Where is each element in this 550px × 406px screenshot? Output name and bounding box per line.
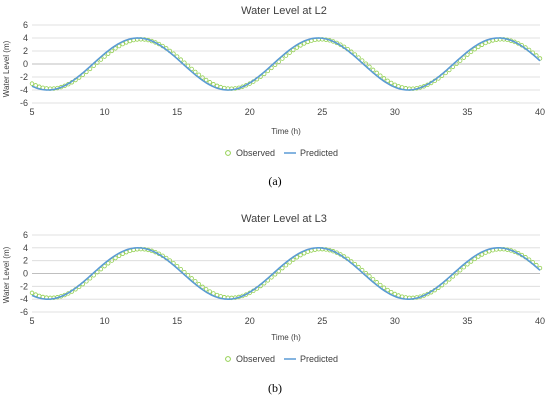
legend-predicted-label: Predicted bbox=[300, 354, 338, 364]
legend-observed-label: Observed bbox=[236, 148, 275, 158]
y-tick-label: 2 bbox=[23, 256, 28, 266]
observed-point bbox=[468, 259, 474, 264]
x-tick-label: 20 bbox=[245, 107, 255, 117]
x-tick-label: 25 bbox=[317, 107, 327, 117]
panel-caption-b: (b) bbox=[268, 381, 282, 395]
observed-point bbox=[378, 282, 383, 288]
x-tick-label: 10 bbox=[100, 316, 110, 326]
observed-point bbox=[200, 284, 205, 290]
y-axis-label: Water Level (m) bbox=[2, 40, 11, 97]
observed-point bbox=[105, 51, 111, 56]
y-tick-label: 4 bbox=[23, 33, 28, 43]
x-tick-label: 15 bbox=[172, 316, 182, 326]
y-tick-label: -4 bbox=[20, 85, 28, 95]
y-tick-label: -4 bbox=[20, 294, 28, 304]
y-tick-label: 0 bbox=[23, 59, 28, 69]
y-tick-label: 0 bbox=[23, 269, 28, 279]
x-tick-label: 5 bbox=[29, 316, 34, 326]
observed-point bbox=[203, 77, 209, 83]
gridlines bbox=[32, 234, 540, 313]
observed-point bbox=[200, 75, 205, 80]
predicted-series bbox=[31, 247, 541, 300]
x-axis-label: Time (h) bbox=[271, 333, 301, 342]
observed-point bbox=[29, 290, 35, 296]
x-tick-label: 35 bbox=[462, 107, 472, 117]
predicted-line bbox=[31, 247, 541, 300]
x-tick-label: 40 bbox=[535, 316, 545, 326]
y-tick-label: 4 bbox=[23, 243, 28, 253]
y-tick-label: -6 bbox=[20, 307, 28, 317]
chart-title: Water Level at L2 bbox=[241, 5, 327, 17]
legend-observed-label: Observed bbox=[236, 354, 275, 364]
observed-point bbox=[378, 73, 383, 78]
y-tick-label: -2 bbox=[20, 281, 28, 291]
chart-title: Water Level at L3 bbox=[241, 213, 327, 225]
observed-point bbox=[29, 81, 35, 86]
observed-point bbox=[287, 50, 292, 55]
y-tick-label: -2 bbox=[20, 72, 28, 82]
x-tick-label: 10 bbox=[100, 107, 110, 117]
predicted-line bbox=[31, 37, 541, 91]
observed-point bbox=[472, 256, 477, 262]
x-tick-label: 25 bbox=[317, 316, 327, 326]
observed-point bbox=[287, 260, 292, 265]
observed-point bbox=[102, 54, 107, 59]
y-tick-label: 6 bbox=[23, 20, 28, 30]
y-axis-label: Water Level (m) bbox=[2, 246, 11, 303]
observed-point bbox=[193, 69, 198, 75]
observed-point bbox=[381, 285, 387, 290]
legend: Observed Predicted bbox=[225, 354, 338, 364]
observed-point bbox=[465, 262, 470, 267]
observed-point bbox=[113, 46, 118, 51]
x-tick-label: 30 bbox=[390, 316, 400, 326]
y-tick-label: -6 bbox=[20, 98, 28, 108]
legend-predicted-label: Predicted bbox=[300, 148, 338, 158]
x-tick-label: 30 bbox=[390, 107, 400, 117]
x-tick-label: 5 bbox=[29, 107, 34, 117]
legend-observed-marker bbox=[225, 150, 231, 156]
legend: Observed Predicted bbox=[225, 148, 338, 158]
observed-point bbox=[374, 280, 379, 285]
observed-point bbox=[109, 48, 115, 54]
legend-observed-marker bbox=[225, 356, 231, 362]
y-tick-label: 2 bbox=[23, 46, 28, 56]
observed-point bbox=[109, 258, 115, 263]
observed-point bbox=[196, 281, 202, 287]
observed-point bbox=[105, 261, 111, 266]
observed-point bbox=[468, 49, 474, 55]
observed-point bbox=[283, 53, 289, 58]
observed-point bbox=[381, 76, 387, 81]
x-tick-label: 35 bbox=[462, 316, 472, 326]
observed-point bbox=[291, 257, 296, 262]
observed-point bbox=[472, 47, 477, 52]
observed-point bbox=[374, 70, 379, 76]
observed-point bbox=[196, 72, 202, 78]
predicted-series bbox=[31, 37, 541, 91]
x-tick-label: 20 bbox=[245, 316, 255, 326]
observed-point bbox=[465, 52, 470, 57]
x-tick-label: 40 bbox=[535, 107, 545, 117]
gridlines bbox=[32, 24, 540, 104]
x-axis-label: Time (h) bbox=[271, 127, 301, 136]
y-tick-label: 6 bbox=[23, 230, 28, 240]
observed-point bbox=[291, 47, 296, 53]
panel-caption-a: (a) bbox=[268, 174, 281, 188]
x-tick-label: 15 bbox=[172, 107, 182, 117]
